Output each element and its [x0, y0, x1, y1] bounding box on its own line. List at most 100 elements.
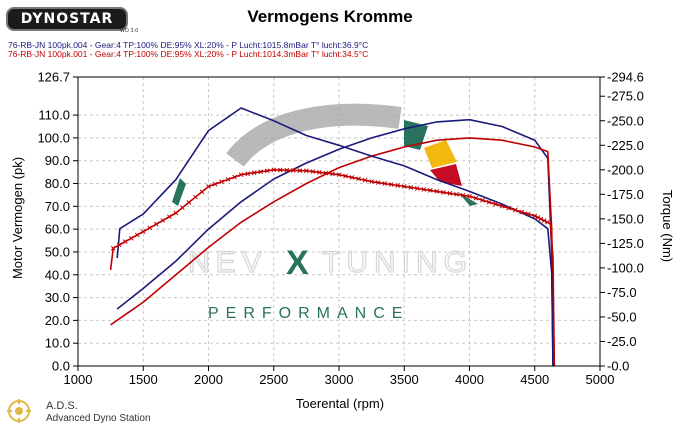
- series-marker-4: [258, 169, 264, 175]
- dynostar-logo: DYNOSTAR: [6, 7, 128, 31]
- series-marker-4: [232, 174, 237, 180]
- y-tick-label-left: 126.7: [37, 70, 70, 85]
- series-marker-4: [297, 168, 303, 173]
- series-marker-4: [460, 192, 466, 198]
- x-tick-label: 2500: [259, 372, 288, 387]
- y-tick-label-right: -294.6: [607, 70, 644, 85]
- watermark-arc-yellow: [424, 140, 457, 168]
- y-tick-label-right: -125.0: [607, 236, 644, 251]
- series-marker-4: [317, 169, 322, 175]
- x-axis-label: Toerental (rpm): [296, 396, 384, 411]
- dynostar-logo-text: DYNOSTAR: [20, 11, 114, 27]
- y-tick-label-right: -0.0: [607, 359, 629, 374]
- y-tick-label-left: 80.0: [45, 176, 70, 191]
- series-marker-4: [454, 191, 459, 197]
- plot-frame: [77, 76, 601, 367]
- series-marker-4: [382, 181, 388, 186]
- watermark-performance: PERFORMANCE: [208, 305, 409, 322]
- series-marker-4: [401, 184, 407, 189]
- series-marker-4: [277, 167, 283, 173]
- series-marker-4: [336, 172, 342, 178]
- series-marker-4: [473, 195, 479, 201]
- x-tick-label: 4500: [520, 372, 549, 387]
- series-marker-4: [493, 201, 498, 207]
- series-marker-4: [499, 203, 505, 209]
- series-marker-4: [349, 175, 355, 180]
- series-marker-4: [323, 170, 329, 176]
- x-tick-label: 1000: [64, 372, 93, 387]
- series-marker-4: [467, 193, 472, 199]
- series-marker-4: [212, 181, 218, 187]
- series-marker-4: [147, 225, 153, 231]
- y-tick-label-left: 30.0: [45, 290, 70, 305]
- watermark-logo: NEV X TUNING PERFORMANCE: [172, 103, 478, 322]
- series-marker-4: [153, 221, 159, 227]
- x-tick-label: 5000: [586, 372, 615, 387]
- series-marker-4: [369, 179, 374, 184]
- y-tick-label-right: -150.0: [607, 211, 644, 226]
- series-marker-4: [199, 189, 205, 195]
- y-tick-label-right: -75.0: [607, 285, 637, 300]
- series-marker-4: [284, 167, 290, 173]
- series-marker-4: [271, 167, 277, 173]
- series-marker-4: [116, 242, 122, 248]
- x-tick-label: 1500: [129, 372, 158, 387]
- dynostar-logo-subtext: WD 3.0: [120, 28, 139, 34]
- y-tick-label-left: 20.0: [45, 313, 70, 328]
- series-marker-4: [441, 190, 446, 195]
- watermark-swoosh-left: [172, 178, 186, 206]
- series-line-3: [116, 107, 554, 367]
- series-marker-4: [140, 229, 146, 234]
- series-marker-4: [506, 205, 512, 211]
- series-marker-4: [414, 186, 420, 191]
- y-tick-label-right: -250.0: [607, 113, 644, 128]
- series-marker-4: [535, 215, 541, 220]
- series-marker-4: [375, 180, 381, 185]
- series-marker-4: [538, 216, 544, 222]
- ads-logo-icon: [7, 399, 31, 423]
- series-marker-4: [356, 176, 361, 182]
- series-marker-4: [447, 190, 453, 196]
- series-marker-4: [225, 177, 231, 182]
- series-marker-4: [186, 200, 192, 205]
- axes: 1000 1500 2000 2500 3000 3500 4000 4500 5000 0.0 1…: [37, 70, 643, 388]
- y-tick-label-left: 10.0: [45, 336, 70, 351]
- series-marker-4: [128, 235, 134, 241]
- series-marker-4: [427, 188, 433, 193]
- series-layer: [109, 107, 556, 367]
- series-marker-4: [122, 239, 128, 244]
- series-marker-4: [525, 211, 531, 217]
- y-tick-label-left: 50.0: [45, 244, 70, 259]
- y-tick-label-left: 100.0: [37, 130, 70, 145]
- series-marker-4: [251, 170, 257, 176]
- series-marker-4: [388, 182, 394, 187]
- series-marker-4: [110, 245, 116, 251]
- y-tick-label-right: -25.0: [607, 334, 637, 349]
- series-marker-4: [519, 209, 525, 215]
- y-tick-label-left: 40.0: [45, 267, 70, 282]
- series-marker-4: [290, 168, 296, 173]
- y-tick-label-right: -175.0: [607, 187, 644, 202]
- x-tick-label: 4000: [455, 372, 484, 387]
- series-marker-4: [408, 185, 414, 190]
- series-marker-4: [395, 183, 401, 188]
- series-marker-4: [160, 218, 166, 223]
- series-marker-4: [310, 169, 316, 174]
- series-marker-4: [180, 205, 185, 211]
- series-marker-4: [343, 173, 348, 179]
- x-tick-label: 2000: [194, 372, 223, 387]
- y-tick-label-right: -100.0: [607, 260, 644, 275]
- watermark-arc-gray: [226, 103, 402, 168]
- series-marker-4: [362, 177, 368, 183]
- y-tick-label-right: -200.0: [607, 162, 644, 177]
- series-marker-4: [434, 189, 440, 194]
- watermark-arc-red: [430, 164, 462, 186]
- y-tick-label-left: 110.0: [38, 108, 70, 123]
- y-axis-label-left: Motor Vermogen (pk): [10, 157, 25, 279]
- series-marker-4: [193, 194, 198, 200]
- y-tick-label-left: 60.0: [45, 222, 70, 237]
- y-tick-label-left: 0.0: [52, 359, 70, 374]
- series-marker-4: [544, 219, 550, 225]
